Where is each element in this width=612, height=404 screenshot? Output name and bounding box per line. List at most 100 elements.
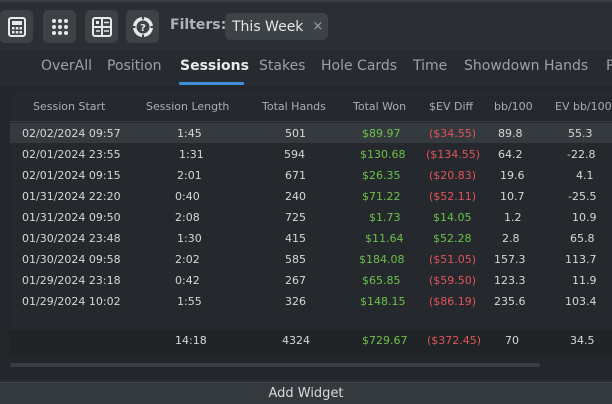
cell-bb-100: 1.2	[504, 211, 522, 224]
cell-session-length: 1:30	[177, 232, 202, 245]
cell-total-hands: 585	[285, 253, 306, 266]
cell-session-start: 01/29/2024 23:18	[22, 274, 121, 287]
help-chip-icon: ?	[132, 16, 153, 37]
stats-panel: OverAll Position Sessions Stakes Hole Ca…	[0, 50, 612, 380]
column-header-bb-100[interactable]: bb/100	[494, 100, 533, 113]
tab-position[interactable]: Position	[107, 58, 162, 74]
cell-total-won: $1.73	[369, 211, 401, 224]
cell-ev-diff: ($86.19)	[429, 295, 477, 308]
cell-session-length: 1:55	[177, 295, 202, 308]
cell-session-length: 0:40	[175, 190, 200, 203]
sessions-table: Session Start Session Length Total Hands…	[10, 92, 612, 352]
cell-session-length: 0:42	[175, 274, 200, 287]
table-row[interactable]: 02/01/2024 23:55 1:31 594 $130.68 ($134.…	[10, 144, 612, 164]
totals-bb-100: 70	[505, 334, 519, 347]
cell-total-won: $148.15	[360, 295, 406, 308]
cell-session-start: 01/31/2024 22:20	[22, 190, 121, 203]
cell-total-won: $130.68	[360, 148, 406, 161]
column-header-total-hands[interactable]: Total Hands	[262, 100, 326, 113]
cell-ev-diff: ($34.55)	[429, 127, 477, 140]
cell-total-won: $65.85	[362, 274, 401, 287]
cell-total-hands: 725	[285, 211, 306, 224]
column-header-total-won[interactable]: Total Won	[353, 100, 407, 113]
cell-bb-100: 89.8	[498, 127, 523, 140]
cell-total-won: $184.08	[359, 253, 405, 266]
filters-label: Filters:	[170, 17, 227, 33]
cell-ev-bb-100: 103.4	[565, 295, 597, 308]
cell-session-start: 02/01/2024 23:55	[22, 148, 121, 161]
add-widget-button[interactable]: Add Widget	[268, 386, 344, 401]
cell-bb-100: 64.2	[498, 148, 523, 161]
table-row[interactable]: 01/29/2024 10:02 1:55 326 $148.15 ($86.1…	[10, 291, 612, 311]
cell-bb-100: 10.7	[500, 190, 525, 203]
report-tabs: OverAll Position Sessions Stakes Hole Ca…	[0, 50, 612, 86]
cell-bb-100: 19.6	[500, 169, 525, 182]
table-row[interactable]: 02/02/2024 09:57 1:45 501 $89.97 ($34.55…	[10, 123, 612, 143]
cell-ev-bb-100: 11.9	[572, 274, 597, 287]
top-divider	[0, 0, 612, 2]
cell-total-hands: 267	[285, 274, 306, 287]
table-row[interactable]: 01/31/2024 22:20 0:40 240 $71.22 ($52.11…	[10, 186, 612, 206]
cell-ev-diff: ($134.55)	[426, 148, 481, 161]
widget-layout-button[interactable]	[85, 10, 118, 43]
table-row[interactable]: 01/29/2024 23:18 0:42 267 $65.85 ($59.50…	[10, 270, 612, 290]
cell-bb-100: 123.3	[494, 274, 526, 287]
cell-ev-bb-100: 10.9	[572, 211, 597, 224]
filter-chip-this-week[interactable]: This Week ×	[225, 13, 328, 40]
cell-session-start: 01/29/2024 10:02	[22, 295, 121, 308]
tab-overflow[interactable]: P	[606, 58, 612, 74]
tab-time[interactable]: Time	[413, 58, 448, 74]
calculator-button[interactable]	[0, 10, 33, 43]
cell-ev-bb-100: -22.8	[567, 148, 596, 161]
calculator-icon	[7, 16, 26, 37]
tab-sessions[interactable]: Sessions	[180, 58, 249, 74]
grid-icon	[51, 18, 68, 35]
help-chip-button[interactable]: ?	[126, 10, 159, 43]
table-row[interactable]: 01/30/2024 09:58 2:02 585 $184.08 ($51.0…	[10, 249, 612, 269]
cell-ev-diff: ($59.50)	[429, 274, 477, 287]
cell-session-length: 1:31	[179, 148, 204, 161]
totals-session-length: 14:18	[175, 334, 207, 347]
cell-total-hands: 326	[285, 295, 306, 308]
cell-session-length: 2:02	[175, 253, 200, 266]
tab-overall[interactable]: OverAll	[41, 58, 93, 74]
totals-total-hands: 4324	[282, 334, 310, 347]
cell-total-hands: 671	[285, 169, 306, 182]
horizontal-scrollbar[interactable]	[10, 363, 540, 367]
cell-ev-bb-100: 65.8	[570, 232, 595, 245]
cell-total-hands: 240	[285, 190, 306, 203]
close-icon[interactable]: ×	[312, 19, 324, 34]
table-row[interactable]: 01/31/2024 09:50 2:08 725 $1.73 $14.05 1…	[10, 207, 612, 227]
toolbar: ? Filters: This Week ×	[0, 0, 612, 50]
add-widget-bar[interactable]: Add Widget	[0, 382, 612, 404]
cell-total-won: $11.64	[365, 232, 404, 245]
cell-bb-100: 157.3	[494, 253, 526, 266]
cell-session-length: 2:08	[175, 211, 200, 224]
cell-ev-bb-100: 55.3	[568, 127, 593, 140]
cell-session-start: 01/30/2024 09:58	[22, 253, 121, 266]
table-row[interactable]: 01/30/2024 23:48 1:30 415 $11.64 $52.28 …	[10, 228, 612, 248]
cell-total-hands: 594	[284, 148, 305, 161]
table-row[interactable]: 02/01/2024 09:15 2:01 671 $26.35 ($20.83…	[10, 165, 612, 185]
cell-session-start: 01/31/2024 09:50	[22, 211, 121, 224]
cell-total-won: $89.97	[362, 127, 401, 140]
cell-session-start: 02/02/2024 09:57	[22, 127, 121, 140]
tab-hole-cards[interactable]: Hole Cards	[321, 58, 398, 74]
grid-button[interactable]	[43, 10, 76, 43]
cell-ev-diff: $14.05	[433, 211, 472, 224]
column-header-ev-bb-100[interactable]: EV bb/100	[555, 100, 612, 113]
cell-session-start: 01/30/2024 23:48	[22, 232, 121, 245]
widget-layout-icon	[91, 16, 112, 37]
column-header-ev-diff[interactable]: $EV Diff	[429, 100, 474, 113]
filter-chip-label: This Week	[232, 18, 304, 35]
cell-ev-diff: ($52.11)	[429, 190, 477, 203]
tab-stakes[interactable]: Stakes	[259, 58, 306, 74]
cell-ev-bb-100: -25.5	[568, 190, 597, 203]
column-header-session-length[interactable]: Session Length	[146, 100, 230, 113]
active-tab-indicator	[179, 82, 244, 85]
column-header-session-start[interactable]: Session Start	[33, 100, 106, 113]
table-header: Session Start Session Length Total Hands…	[10, 92, 612, 122]
cell-ev-diff: ($51.05)	[429, 253, 477, 266]
tab-showdown-hands[interactable]: Showdown Hands	[464, 58, 589, 74]
cell-bb-100: 2.8	[502, 232, 520, 245]
